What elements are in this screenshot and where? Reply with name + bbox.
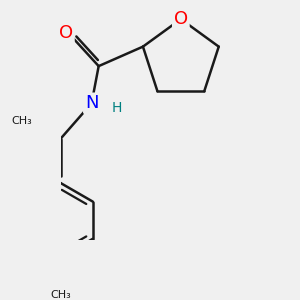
Text: O: O <box>59 24 73 42</box>
Text: O: O <box>174 10 188 28</box>
Text: CH₃: CH₃ <box>11 116 32 126</box>
Text: N: N <box>85 94 98 112</box>
Text: H: H <box>111 101 122 115</box>
Text: CH₃: CH₃ <box>50 290 71 300</box>
